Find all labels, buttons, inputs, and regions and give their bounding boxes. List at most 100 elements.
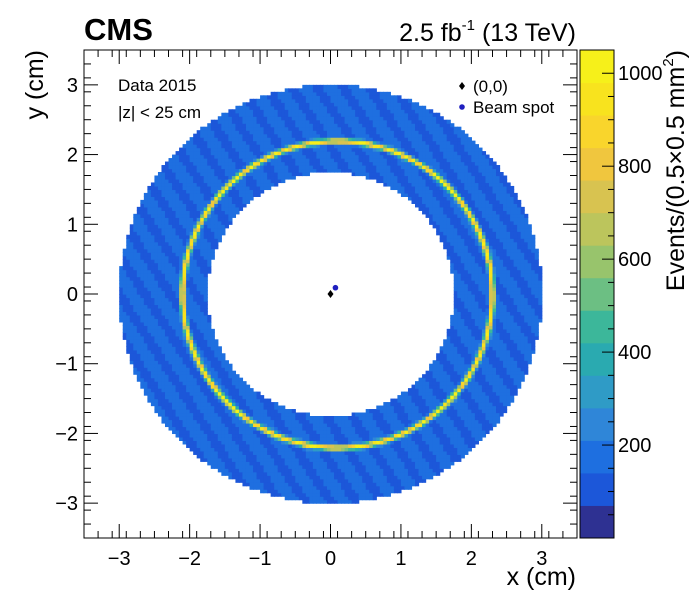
heatmap-cell [207, 450, 212, 455]
heatmap-cell [179, 147, 184, 152]
heatmap-cell [172, 426, 177, 431]
heatmap-cell [172, 374, 177, 379]
heatmap-cell [277, 426, 282, 431]
heatmap-cell [365, 144, 370, 149]
heatmap-cell [221, 440, 226, 445]
heatmap-cell [344, 416, 349, 421]
heatmap-cell [302, 126, 307, 131]
heatmap-cell [143, 238, 148, 243]
heatmap-cell [383, 109, 388, 114]
heatmap-cell [140, 363, 145, 368]
heatmap-cell [200, 224, 205, 229]
heatmap-cell [228, 161, 233, 166]
heatmap-cell [309, 464, 314, 469]
heatmap-cell [365, 95, 370, 100]
heatmap-cell [214, 349, 219, 354]
heatmap-cell [253, 429, 258, 435]
heatmap-cell [172, 353, 177, 358]
heatmap-cell [298, 168, 303, 173]
heatmap-cell [196, 161, 201, 166]
heatmap-cell [207, 398, 212, 403]
heatmap-cell [277, 436, 282, 441]
heatmap-cell [390, 482, 395, 487]
heatmap-cell [319, 154, 325, 159]
heatmap-cell [362, 105, 367, 110]
heatmap-cell [383, 457, 388, 462]
heatmap-cell [161, 342, 166, 347]
heatmap-cell [231, 412, 237, 417]
heatmap-cell [186, 422, 191, 428]
heatmap-cell [186, 196, 191, 201]
heatmap-cell [136, 325, 141, 330]
heatmap-cell [281, 492, 286, 497]
heatmap-cell [238, 457, 244, 462]
heatmap-cell [337, 105, 342, 110]
heatmap-cell [193, 151, 198, 156]
heatmap-cell [175, 283, 180, 288]
heatmap-cell [175, 332, 180, 337]
heatmap-cell [326, 426, 332, 431]
heatmap-cell [411, 457, 416, 462]
heatmap-cell [200, 391, 205, 396]
heatmap-cell [411, 116, 416, 121]
heatmap-cell [133, 335, 138, 340]
heatmap-cell [182, 245, 187, 250]
heatmap-cell [386, 119, 391, 124]
heatmap-cell [355, 144, 360, 149]
heatmap-cell [295, 471, 300, 476]
heatmap-cell [400, 175, 406, 180]
heatmap-cell [193, 238, 198, 243]
heatmap-cell [231, 206, 237, 211]
heatmap-cell [242, 475, 247, 480]
heatmap-cell [119, 266, 124, 271]
heatmap-cell [305, 440, 310, 445]
heatmap-cell [326, 499, 332, 504]
heatmap-cell [200, 454, 205, 459]
heatmap-cell [224, 192, 229, 197]
heatmap-cell [214, 346, 219, 351]
heatmap-cell [351, 440, 356, 445]
heatmap-cell [210, 328, 215, 333]
heatmap-cell [274, 468, 279, 473]
heatmap-cell [186, 318, 191, 323]
heatmap-cell [411, 126, 416, 131]
heatmap-cell [305, 416, 310, 421]
heatmap-cell [249, 105, 254, 110]
heatmap-cell [344, 109, 349, 114]
heatmap-cell [189, 349, 194, 354]
heatmap-cell [351, 151, 356, 156]
heatmap-cell [210, 360, 215, 365]
heatmap-cell [400, 482, 406, 487]
heatmap-cell [210, 140, 215, 145]
heatmap-cell [263, 182, 268, 187]
heatmap-cell [214, 422, 219, 428]
heatmap-cell [260, 454, 265, 459]
heatmap-cell [186, 384, 191, 389]
heatmap-cell [186, 189, 191, 194]
heatmap-cell [235, 384, 240, 389]
heatmap-cell [277, 405, 282, 410]
heatmap-cell [390, 185, 395, 191]
heatmap-cell [295, 105, 300, 110]
heatmap-cell [242, 381, 247, 386]
heatmap-cell [207, 199, 212, 204]
heatmap-cell [129, 335, 134, 340]
heatmap-cell [362, 478, 367, 483]
heatmap-cell [189, 304, 194, 309]
heatmap-cell [263, 133, 268, 138]
heatmap-cell [355, 499, 360, 504]
heatmap-cell [179, 377, 184, 382]
heatmap-cell [242, 109, 247, 114]
heatmap-cell [386, 123, 391, 128]
heatmap-cell [358, 454, 363, 459]
heatmap-cell [253, 109, 258, 114]
heatmap-cell [182, 353, 187, 358]
heatmap-cell [175, 381, 180, 386]
heatmap-cell [200, 147, 205, 152]
heatmap-cell [217, 412, 222, 417]
heatmap-cell [393, 478, 399, 483]
heatmap-cell [203, 203, 208, 208]
heatmap-cell [411, 137, 416, 142]
heatmap-cell [267, 98, 272, 103]
heatmap-cell [196, 335, 201, 340]
